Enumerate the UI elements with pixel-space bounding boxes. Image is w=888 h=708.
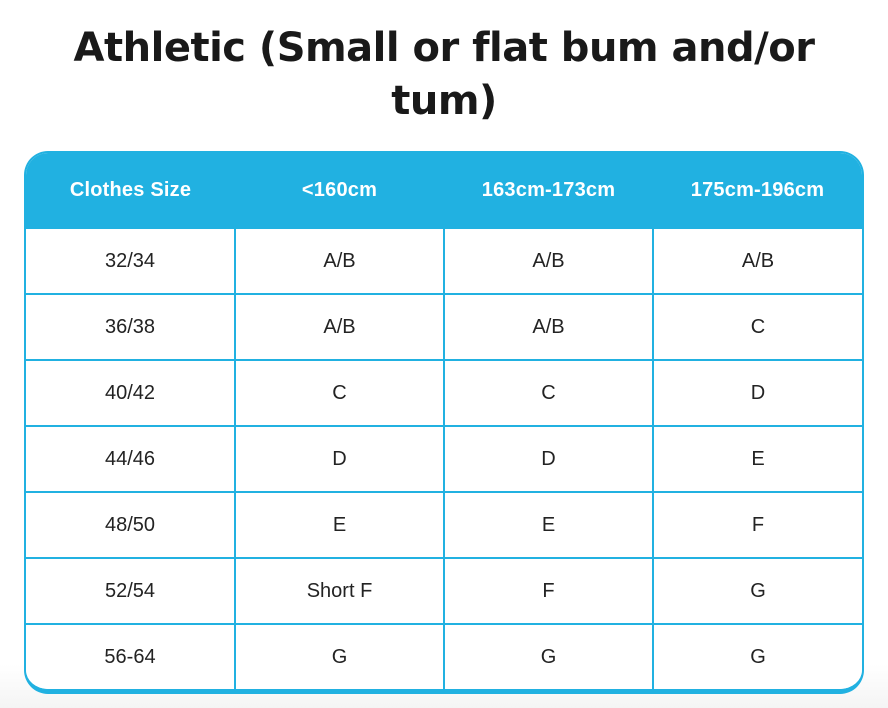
cup-size-cell: A/B [234, 227, 444, 295]
cup-size-cell: A/B [652, 227, 862, 295]
table-head: Clothes Size <160cm 163cm-173cm 175cm-19… [26, 153, 862, 229]
cup-size-cell: A/B [234, 293, 444, 361]
page: Athletic (Small or flat bum and/or tum) C… [0, 22, 888, 695]
column-header-163cm-173cm: 163cm-173cm [444, 153, 653, 229]
cup-size-cell: C [443, 359, 653, 427]
table-row: 36/38 A/B A/B C [26, 293, 862, 361]
column-header-under-160cm: <160cm [235, 153, 444, 229]
cup-size-cell: A/B [443, 227, 653, 295]
cup-size-cell: G [443, 623, 653, 690]
table-row: 56-64 G G G [26, 623, 862, 690]
cup-size-cell: G [652, 557, 862, 625]
cup-size-cell: F [652, 491, 862, 559]
cup-size-cell: C [652, 293, 862, 361]
clothes-size-cell: 36/38 [26, 293, 235, 361]
cup-size-cell: C [234, 359, 444, 427]
clothes-size-cell: 44/46 [26, 425, 235, 493]
page-title-line-2: tum) [391, 78, 497, 125]
size-chart: Clothes Size <160cm 163cm-173cm 175cm-19… [26, 153, 862, 690]
cup-size-cell: F [443, 557, 653, 625]
cup-size-cell: D [443, 425, 653, 493]
clothes-size-cell: 52/54 [26, 557, 235, 625]
size-chart-table: Clothes Size <160cm 163cm-173cm 175cm-19… [24, 151, 864, 695]
cup-size-cell: E [443, 491, 653, 559]
table-header-row: Clothes Size <160cm 163cm-173cm 175cm-19… [26, 153, 862, 229]
column-header-clothes-size: Clothes Size [26, 153, 235, 229]
cup-size-cell: G [652, 623, 862, 690]
column-header-175cm-196cm: 175cm-196cm [653, 153, 862, 229]
cup-size-cell: E [234, 491, 444, 559]
cup-size-cell: G [234, 623, 444, 690]
table-body: 32/34 A/B A/B A/B 36/38 A/B A/B C 40/42 … [26, 227, 862, 690]
cup-size-cell: A/B [443, 293, 653, 361]
table-row: 40/42 C C D [26, 359, 862, 427]
table-row: 48/50 E E F [26, 491, 862, 559]
page-title: Athletic (Small or flat bum and/or tum) [10, 22, 878, 128]
clothes-size-cell: 40/42 [26, 359, 235, 427]
clothes-size-cell: 56-64 [26, 623, 235, 690]
cup-size-cell: Short F [234, 557, 444, 625]
cup-size-cell: E [652, 425, 862, 493]
table-row: 52/54 Short F F G [26, 557, 862, 625]
table-row: 32/34 A/B A/B A/B [26, 227, 862, 295]
clothes-size-cell: 32/34 [26, 227, 235, 295]
page-title-line-1: Athletic (Small or flat bum and/or [73, 25, 815, 71]
cup-size-cell: D [234, 425, 444, 493]
cup-size-cell: D [652, 359, 862, 427]
clothes-size-cell: 48/50 [26, 491, 235, 559]
table-row: 44/46 D D E [26, 425, 862, 493]
